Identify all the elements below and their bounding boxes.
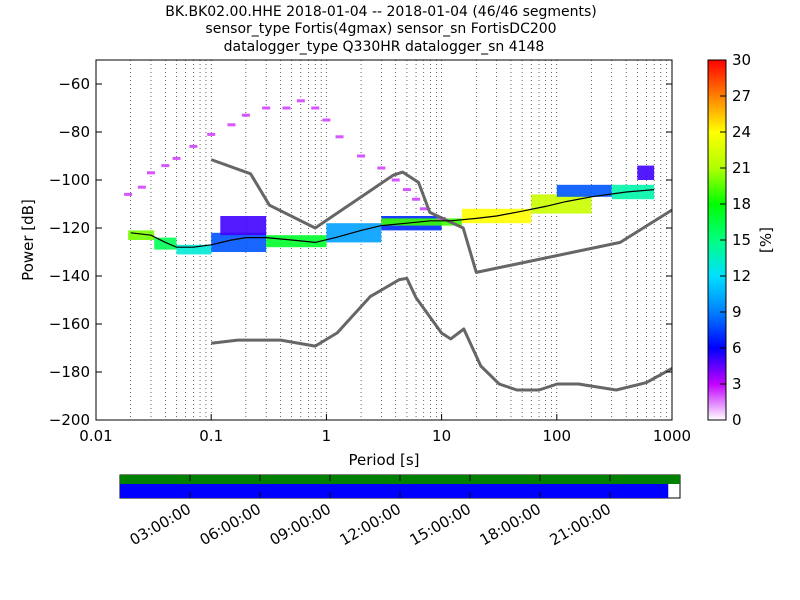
y-tick-label: −200	[49, 411, 90, 429]
x-tick-label: 0.1	[199, 427, 223, 445]
timeline-used-bar	[120, 484, 669, 498]
high-noise-model-line	[210, 158, 673, 274]
timeline-tick-label: 18:00:00	[477, 500, 544, 549]
colorbar-tick-label: 18	[732, 195, 751, 213]
title-line-1: BK.BK02.00.HHE 2018-01-04 -- 2018-01-04 …	[165, 4, 597, 20]
outlier-point	[124, 192, 133, 196]
outlier-point	[311, 106, 320, 110]
outlier-point	[412, 197, 421, 201]
curves-layer	[124, 99, 673, 392]
colorbar-ticks: 0 3 6 9 12 15 18 21 24 27 30	[720, 51, 751, 429]
outlier-point	[402, 188, 411, 192]
timeline-tick-label: 09:00:00	[267, 500, 334, 549]
outlier-point	[161, 164, 170, 168]
density-band	[128, 230, 155, 240]
outlier-point	[322, 118, 331, 122]
x-axis-ticks: 0.01 0.1 1 10 100 1000	[79, 414, 691, 445]
plot-frame	[95, 59, 673, 421]
colorbar-tick-label: 0	[732, 411, 742, 429]
timeline-tick-label: 21:00:00	[547, 500, 614, 549]
density-band	[531, 194, 592, 214]
timeline-tick-label: 12:00:00	[337, 500, 404, 549]
y-tick-label: −120	[49, 219, 90, 237]
outlier-point	[357, 154, 366, 158]
colorbar-tick-label: 15	[732, 231, 751, 249]
outlier-point	[419, 207, 428, 211]
y-axis-ticks: −60 −80 −100 −120 −140 −160 −180 −200	[49, 75, 672, 429]
y-axis-label: Power [dB]	[19, 199, 37, 281]
colorbar-tick-label: 30	[732, 51, 751, 69]
x-tick-label: 0.01	[79, 427, 112, 445]
data-coverage-timeline: 03:00:00 06:00:00 09:00:00 12:00:00 15:00:00…	[119, 474, 681, 549]
plot-background	[96, 60, 672, 420]
outlier-point	[262, 106, 271, 110]
density-band	[556, 184, 612, 197]
title-line-2: sensor_type Fortis(4gmax) sensor_sn Fort…	[205, 21, 556, 37]
median-line	[130, 189, 655, 248]
colorbar-tick-label: 24	[732, 123, 751, 141]
x-axis-label: Period [s]	[348, 451, 419, 469]
colorbar-tick-label: 9	[732, 303, 742, 321]
y-tick-label: −100	[49, 171, 90, 189]
colorbar-tick-label: 21	[732, 159, 751, 177]
outlier-point	[189, 144, 198, 148]
density-band	[266, 235, 327, 248]
density-band	[220, 216, 267, 236]
y-tick-label: −80	[58, 123, 90, 141]
outlier-point	[207, 132, 216, 136]
plot-area: 0.01 0.1 1 10 100 1000 −60 −80 −100 −120 −140 −160…	[49, 59, 691, 445]
y-tick-label: −160	[49, 315, 90, 333]
y-tick-label: −60	[58, 75, 90, 93]
title-line-3: datalogger_type Q330HR datalogger_sn 414…	[224, 39, 545, 55]
colorbar-tick-label: 12	[732, 267, 751, 285]
x-tick-label: 10	[432, 427, 451, 445]
outlier-point	[227, 123, 236, 127]
timeline-tick-label: 03:00:00	[127, 500, 194, 549]
colorbar-tick-label: 6	[732, 339, 742, 357]
outlier-point	[377, 166, 386, 170]
x-tick-label: 100	[542, 427, 571, 445]
outlier-point	[241, 113, 250, 117]
y-tick-label: −180	[49, 363, 90, 381]
x-tick-label: 1	[322, 427, 332, 445]
timeline-tick-label: 15:00:00	[407, 500, 474, 549]
colorbar-tick-label: 3	[732, 375, 742, 393]
density-band	[176, 244, 212, 255]
outlier-point	[296, 99, 305, 103]
x-tick-label: 1000	[653, 427, 691, 445]
density-band	[154, 237, 177, 250]
outlier-point	[282, 106, 291, 110]
low-noise-model-line	[211, 276, 673, 392]
outlier-point	[146, 171, 155, 175]
timeline-tick-label: 06:00:00	[197, 500, 264, 549]
outlier-point	[335, 135, 344, 139]
outlier-point	[391, 178, 400, 182]
outlier-point	[137, 185, 146, 189]
colorbar-label: [%]	[757, 227, 775, 253]
y-tick-label: −140	[49, 267, 90, 285]
outlier-point	[172, 156, 181, 160]
colorbar-tick-label: 27	[732, 87, 751, 105]
density-band	[637, 165, 655, 180]
